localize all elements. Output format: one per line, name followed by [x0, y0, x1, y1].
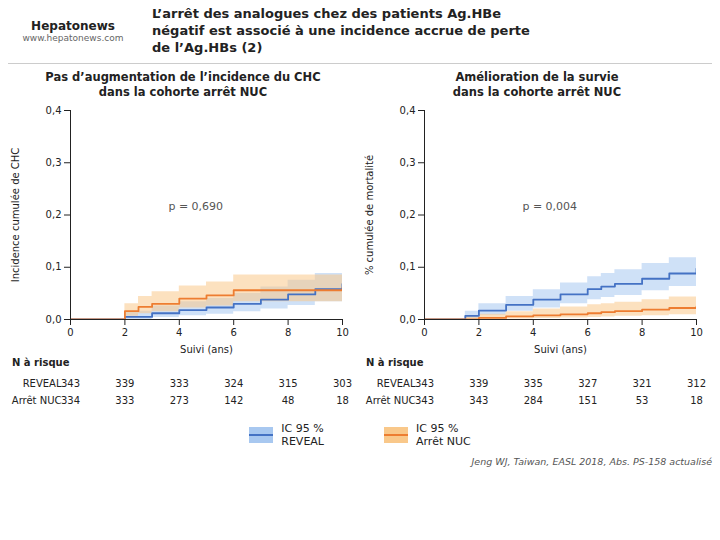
svg-text:0,1: 0,1 — [46, 261, 62, 272]
svg-text:Incidence cumulée de CHC: Incidence cumulée de CHC — [10, 147, 21, 282]
svg-text:% cumulée de mortalité: % cumulée de mortalité — [364, 155, 375, 275]
svg-text:0,0: 0,0 — [400, 313, 416, 324]
html-text:Jeng WJ, Taiwan, EASL 2018, Ab: Jeng WJ, Taiwan, EASL 2018, Abs. PS-158 … — [471, 455, 712, 467]
svg-text:284: 284 — [524, 394, 543, 405]
svg-text:324: 324 — [224, 377, 243, 388]
html-text:de l’Ag.HBs (2): de l’Ag.HBs (2) — [152, 39, 263, 55]
svg-text:18: 18 — [336, 394, 349, 405]
html-text:dans la cohorte arrêt NUC: dans la cohorte arrêt NUC — [98, 84, 268, 99]
svg-text:343: 343 — [469, 394, 488, 405]
svg-text:53: 53 — [636, 394, 649, 405]
html-text:L’arrêt des analogues chez des: L’arrêt des analogues chez des patients … — [152, 6, 502, 21]
svg-text:4: 4 — [176, 326, 182, 337]
html-text:IC 95 %: IC 95 % — [281, 421, 324, 435]
svg-text:0,4: 0,4 — [400, 104, 416, 115]
html-text:IC 95 %: IC 95 % — [416, 421, 459, 435]
html-text:Pas d’augmentation de l’incide: Pas d’augmentation de l’incidence du CHC — [45, 69, 321, 84]
html-text:dans la cohorte arrêt NUC: dans la cohorte arrêt NUC — [452, 84, 622, 99]
svg-text:p = 0,004: p = 0,004 — [522, 200, 577, 213]
svg-text:0,2: 0,2 — [400, 209, 416, 220]
svg-text:335: 335 — [524, 377, 543, 388]
svg-text:315: 315 — [279, 377, 298, 388]
svg-text:333: 333 — [170, 377, 189, 388]
svg-text:151: 151 — [578, 394, 597, 405]
svg-text:8: 8 — [285, 326, 291, 337]
html-text:www.hepatonews.com: www.hepatonews.com — [22, 33, 124, 44]
svg-text:0,0: 0,0 — [46, 313, 62, 324]
svg-text:Suivi (ans): Suivi (ans) — [534, 343, 587, 354]
svg-text:2: 2 — [122, 326, 128, 337]
html-text:Amélioration de la survie: Amélioration de la survie — [455, 69, 619, 84]
svg-text:327: 327 — [578, 377, 597, 388]
svg-text:0,1: 0,1 — [400, 261, 416, 272]
svg-text:0,3: 0,3 — [400, 157, 416, 168]
svg-text:321: 321 — [633, 377, 652, 388]
svg-text:333: 333 — [115, 394, 134, 405]
svg-text:Arrêt NUC: Arrêt NUC — [366, 394, 416, 405]
svg-text:2: 2 — [476, 326, 482, 337]
svg-text:343: 343 — [61, 377, 80, 388]
html-text:REVEAL: REVEAL — [281, 434, 324, 448]
svg-text:303: 303 — [333, 377, 352, 388]
svg-text:Arrêt NUC: Arrêt NUC — [12, 394, 62, 405]
svg-text:312: 312 — [687, 377, 706, 388]
svg-text:142: 142 — [224, 394, 243, 405]
svg-text:0: 0 — [421, 326, 427, 337]
svg-text:0,2: 0,2 — [46, 209, 62, 220]
html-text:N à risque: N à risque — [366, 356, 424, 368]
svg-text:339: 339 — [115, 377, 134, 388]
svg-text:8: 8 — [639, 326, 645, 337]
svg-text:0,3: 0,3 — [46, 157, 62, 168]
svg-text:48: 48 — [282, 394, 295, 405]
svg-text:Suivi (ans): Suivi (ans) — [180, 343, 233, 354]
html-text:Hepatonews: Hepatonews — [31, 19, 115, 34]
svg-text:343: 343 — [415, 377, 434, 388]
svg-text:10: 10 — [690, 326, 703, 337]
svg-text:p = 0,690: p = 0,690 — [168, 200, 223, 213]
svg-text:334: 334 — [61, 394, 80, 405]
html-text:N à risque: N à risque — [12, 356, 70, 368]
svg-text:10: 10 — [336, 326, 349, 337]
svg-text:18: 18 — [690, 394, 703, 405]
svg-text:273: 273 — [170, 394, 189, 405]
svg-text:6: 6 — [231, 326, 237, 337]
html-text:négatif est associé à une inci: négatif est associé à une incidence accr… — [152, 22, 530, 38]
html-text:Arrêt NUC: Arrêt NUC — [416, 434, 471, 448]
svg-text:0,4: 0,4 — [46, 104, 62, 115]
svg-text:0: 0 — [67, 326, 73, 337]
svg-text:REVEAL: REVEAL — [23, 377, 62, 388]
svg-text:4: 4 — [530, 326, 536, 337]
svg-text:343: 343 — [415, 394, 434, 405]
svg-text:339: 339 — [469, 377, 488, 388]
svg-text:6: 6 — [585, 326, 591, 337]
svg-text:REVEAL: REVEAL — [377, 377, 416, 388]
